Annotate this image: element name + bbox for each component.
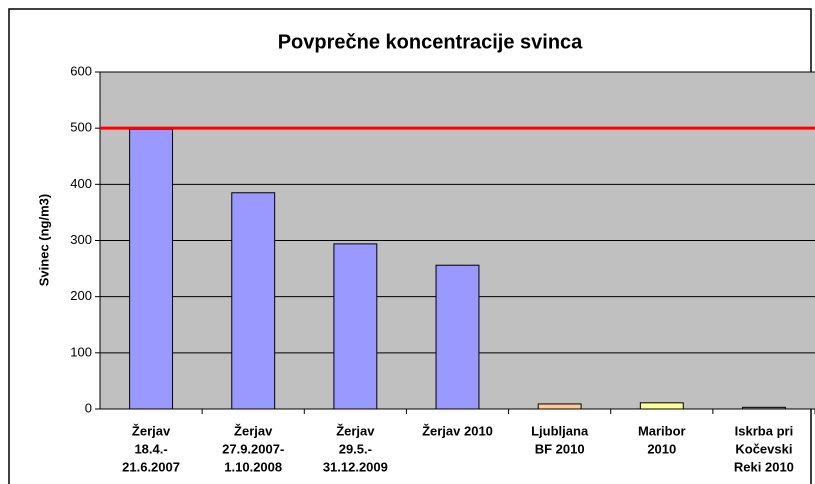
x-tick-label: Iskrba pri [735,423,794,438]
x-tick-label: Kočevski [735,441,792,456]
y-tick-label: 200 [70,288,92,303]
x-tick-label: Maribor [638,423,686,438]
x-tick-label: 2010 [647,441,676,456]
bar [435,264,480,410]
y-tick-label: 100 [70,344,92,359]
x-tick-label: Žerjav [234,423,273,438]
y-tick-label: 0 [85,400,92,415]
x-tick-label: Žerjav [336,423,375,438]
x-tick-label: Žerjav [132,423,171,438]
x-tick-label: 27.9.2007- [222,441,284,456]
y-tick-label: 600 [70,63,92,78]
y-tick-label: 500 [70,120,92,135]
chart-title: Povprečne koncentracije svinca [278,31,583,53]
bar [333,243,378,410]
y-tick-label: 400 [70,176,92,191]
x-tick-label: Žerjav 2010 [422,423,493,438]
x-tick-label: 18.4.- [134,441,167,456]
y-axis-label: Svinec (ng/m3) [36,194,51,286]
x-tick-label: 31.12.2009 [323,459,388,474]
x-tick-label: 1.10.2008 [224,459,282,474]
x-tick-label: Reki 2010 [734,459,794,474]
bar [129,128,174,410]
x-tick-label: 21.6.2007 [122,459,180,474]
y-tick-label: 300 [70,232,92,247]
x-tick-label: BF 2010 [535,441,585,456]
x-tick-label: Ljubljana [531,423,589,438]
x-tick-label: 29.5.- [339,441,372,456]
bar [639,402,684,410]
bar [537,403,582,410]
bar [231,192,276,410]
